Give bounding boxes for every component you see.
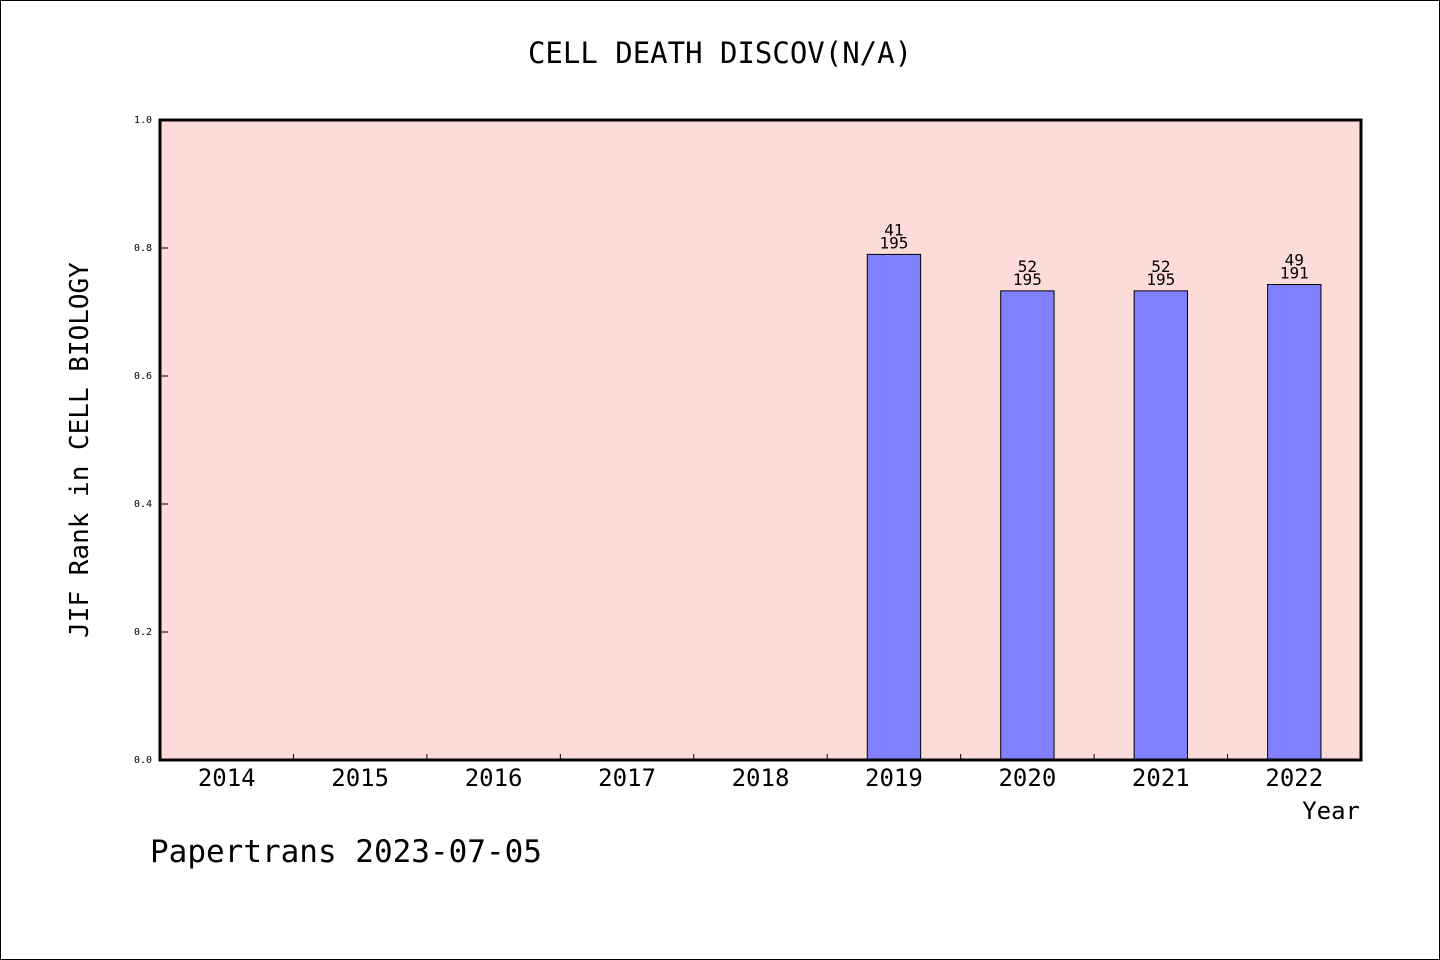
y-axis-label: JIF Rank in CELL BIOLOGY — [65, 262, 95, 638]
x-axis-label: Year — [1302, 797, 1360, 825]
bar-total-label: 195 — [1013, 270, 1042, 289]
bar-2022 — [1267, 283, 1322, 761]
x-tick-label: 2019 — [865, 764, 923, 792]
y-tick-label: 1.0 — [134, 115, 152, 126]
y-tick-label: 0.6 — [134, 371, 152, 382]
bar-total-label: 191 — [1280, 263, 1309, 282]
y-tick-label: 0.0 — [134, 755, 152, 766]
y-tick-label: 0.4 — [134, 499, 152, 510]
chart-title: CELL DEATH DISCOV(N/A) — [527, 36, 913, 70]
bar-rank-label: 52 — [1151, 257, 1170, 276]
y-tick-label: 0.8 — [134, 243, 152, 254]
bar-2020 — [1000, 290, 1055, 761]
x-tick-label: 2020 — [998, 764, 1056, 792]
bars — [866, 253, 1322, 761]
bar-total-label: 195 — [1146, 270, 1175, 289]
x-tick-label: 2021 — [1132, 764, 1190, 792]
x-tick-label: 2017 — [598, 764, 656, 792]
x-axis-ticks: 2014 2015 2016 2017 2018 2019 2020 2021 2022 — [198, 754, 1323, 792]
y-tick-label: 0.2 — [134, 627, 152, 638]
x-tick-label: 2016 — [465, 764, 523, 792]
bar-rank-label: 52 — [1018, 257, 1037, 276]
x-tick-label: 2014 — [198, 764, 256, 792]
x-tick-label: 2022 — [1265, 764, 1323, 792]
x-tick-label: 2015 — [331, 764, 389, 792]
x-tick-label: 2018 — [732, 764, 790, 792]
bar-rank-label: 49 — [1285, 250, 1304, 269]
bar-total-label: 195 — [879, 233, 908, 252]
plot-border — [158, 118, 1363, 762]
footer-credit: Papertrans 2023-07-05 — [150, 834, 542, 870]
bar-2021 — [1133, 290, 1189, 761]
bar-2019 — [866, 253, 922, 761]
bar-rank-label: 41 — [884, 220, 903, 239]
